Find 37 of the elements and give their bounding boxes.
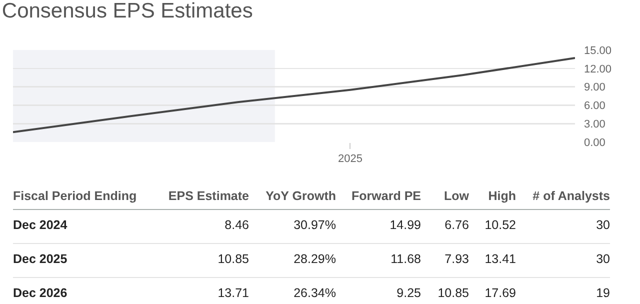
y-tick-label: 9.00 (584, 82, 606, 94)
text: 17.69 (484, 286, 516, 300)
text: 10.85 (218, 252, 249, 266)
text: 14.99 (390, 218, 421, 232)
text: Dec 2025 (13, 252, 68, 266)
text: # of Analysts (532, 189, 610, 203)
text: 30 (596, 252, 610, 266)
text: Dec 2026 (13, 286, 68, 300)
x-tick-label: 2025 (338, 153, 362, 166)
y-tick-label: 15.00 (584, 44, 612, 57)
text: High (488, 189, 516, 203)
text: 6.76 (444, 218, 469, 232)
y-tick-label: 12.00 (584, 63, 612, 76)
text: YoY Growth (266, 189, 336, 203)
line-series (13, 56, 575, 134)
text: Low (444, 189, 469, 203)
text: 13.71 (218, 286, 249, 300)
text: 10.85 (438, 286, 469, 300)
y-tick-label: 0.00 (584, 136, 606, 149)
text: 7.93 (444, 252, 469, 266)
text: EPS Estimate (168, 189, 249, 203)
text: Forward PE (352, 189, 421, 203)
text: Fiscal Period Ending (13, 189, 137, 203)
y-tick-label: 6.00 (584, 100, 606, 112)
text: 10.52 (484, 218, 516, 232)
y-tick-label: 3.00 (584, 118, 606, 130)
chart-title: Consensus EPS Estimates (2, 0, 253, 22)
text: 11.68 (390, 252, 421, 266)
text: 26.34% (294, 286, 336, 300)
text: Dec 2024 (13, 218, 68, 232)
text: 28.29% (294, 252, 336, 266)
text: 19 (596, 286, 610, 300)
text: 13.41 (484, 252, 516, 266)
text: 9.25 (396, 286, 421, 300)
text: 8.46 (224, 218, 249, 232)
text: 30 (596, 218, 610, 232)
text: 30.97% (294, 218, 336, 232)
